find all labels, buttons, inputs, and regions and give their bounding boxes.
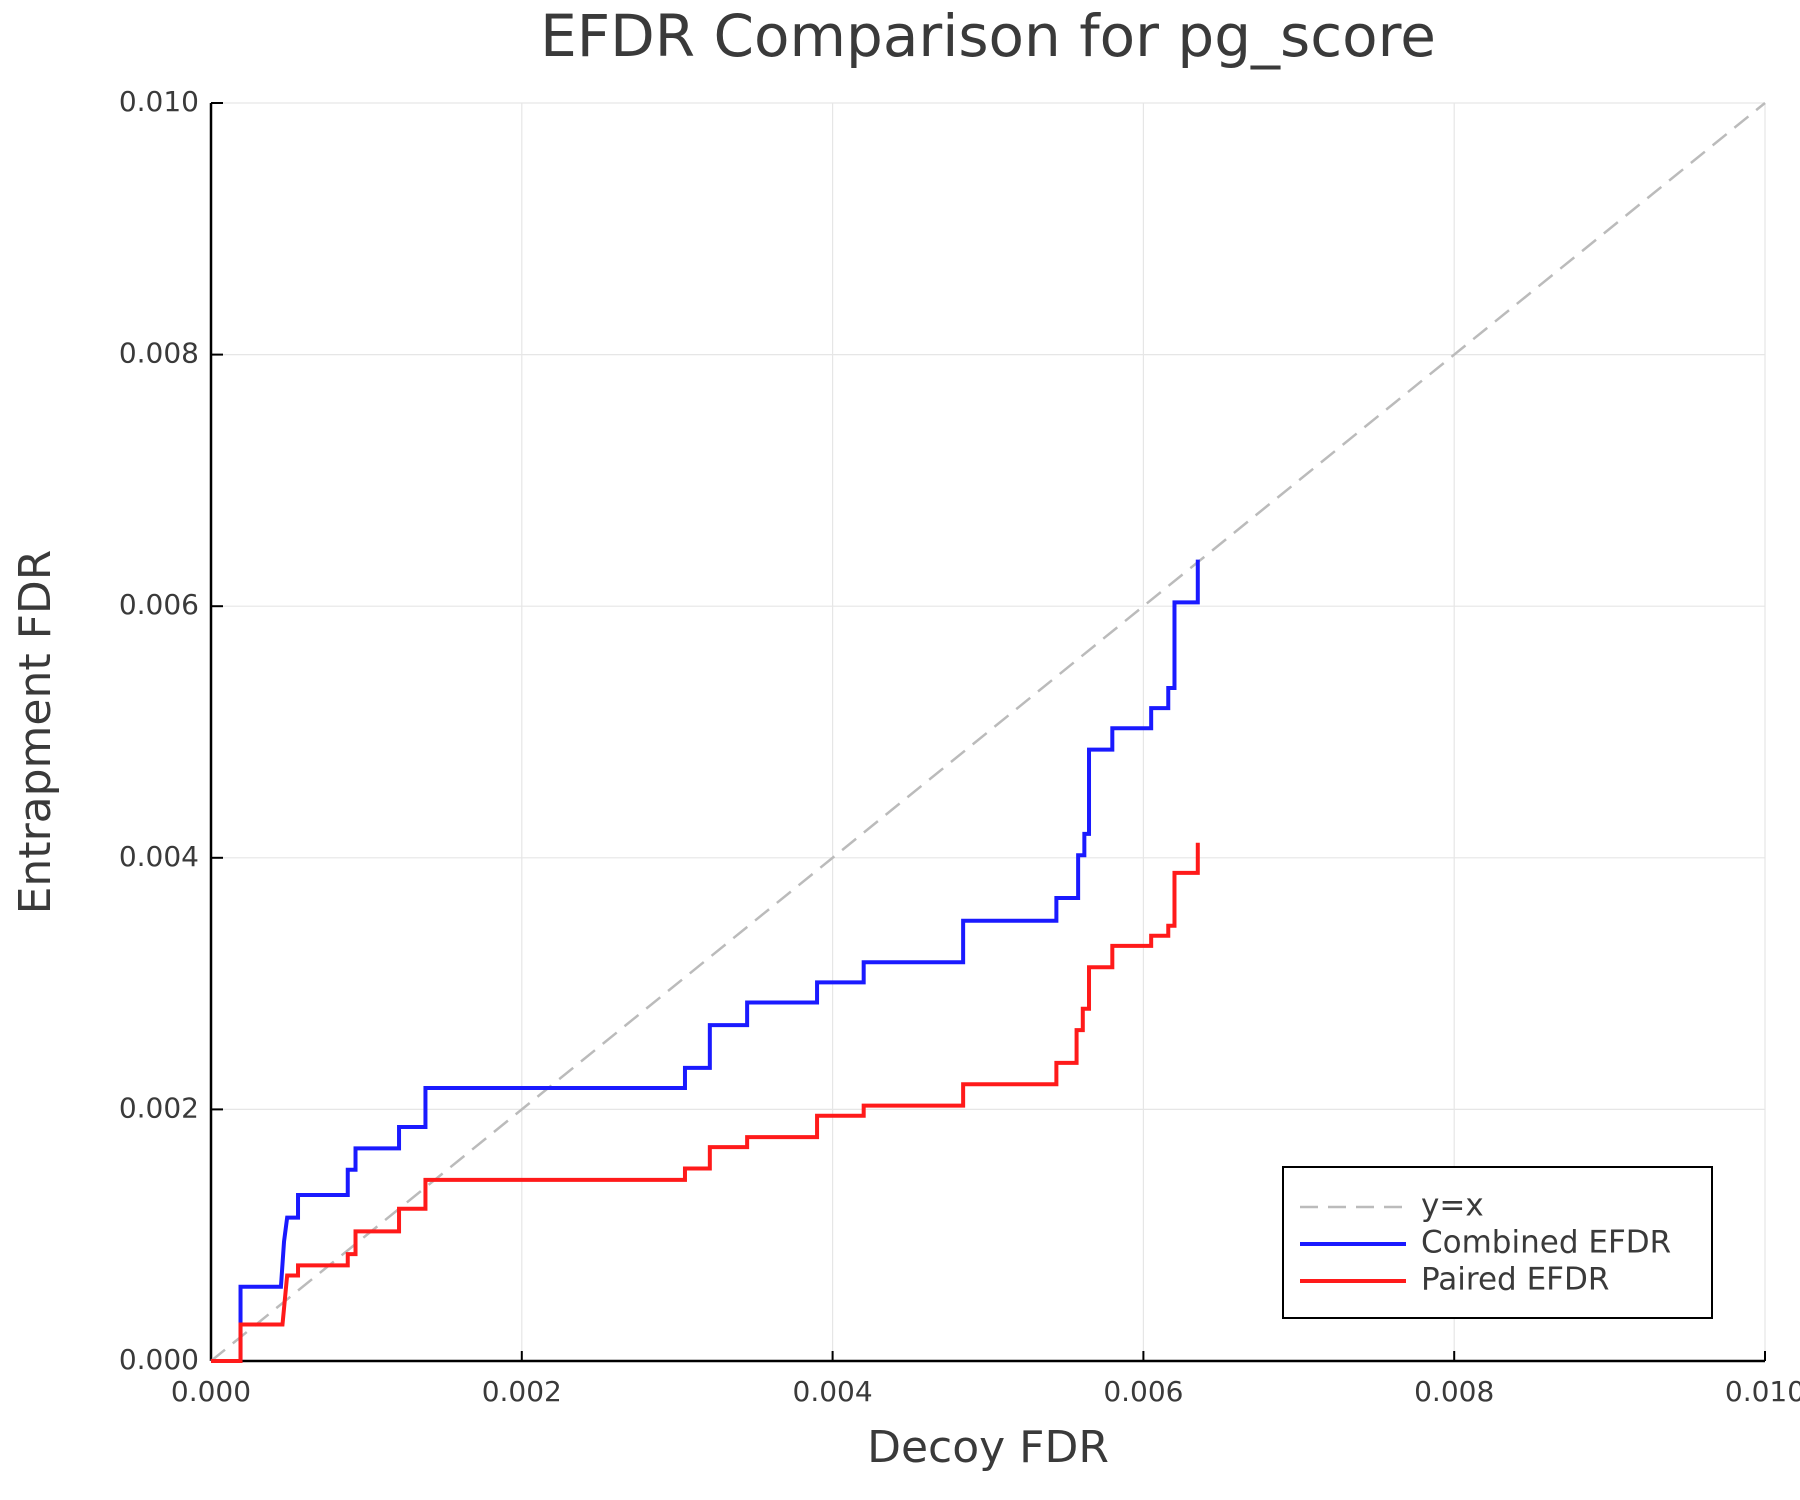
x-tick-label: 0.006: [1103, 1375, 1183, 1408]
x-tick-label: 0.004: [793, 1375, 873, 1408]
x-tick-label: 0.008: [1414, 1375, 1494, 1408]
y-axis-label: Entrapment FDR: [10, 550, 61, 915]
chart-title: EFDR Comparison for pg_score: [540, 2, 1436, 70]
x-tick-label: 0.002: [482, 1375, 562, 1408]
series-line: [211, 559, 1200, 1363]
y-tick-label: 0.008: [119, 337, 199, 370]
x-tick-label: 0.010: [1725, 1375, 1800, 1408]
series-line: [211, 842, 1200, 1363]
y-tick-label: 0.004: [119, 840, 199, 873]
legend-label: y=x: [1421, 1188, 1484, 1224]
x-axis-label: Decoy FDR: [867, 1422, 1109, 1473]
legend-box: [1282, 1166, 1713, 1319]
legend-label: Combined EFDR: [1421, 1225, 1671, 1261]
series-line: [210, 102, 1766, 1362]
y-tick-label: 0.000: [119, 1343, 199, 1376]
x-tick-label: 0.000: [171, 1375, 251, 1408]
legend-label: Paired EFDR: [1421, 1262, 1609, 1298]
y-tick-label: 0.006: [119, 588, 199, 621]
y-tick-label: 0.002: [119, 1091, 199, 1124]
y-tick-label: 0.010: [119, 85, 199, 118]
